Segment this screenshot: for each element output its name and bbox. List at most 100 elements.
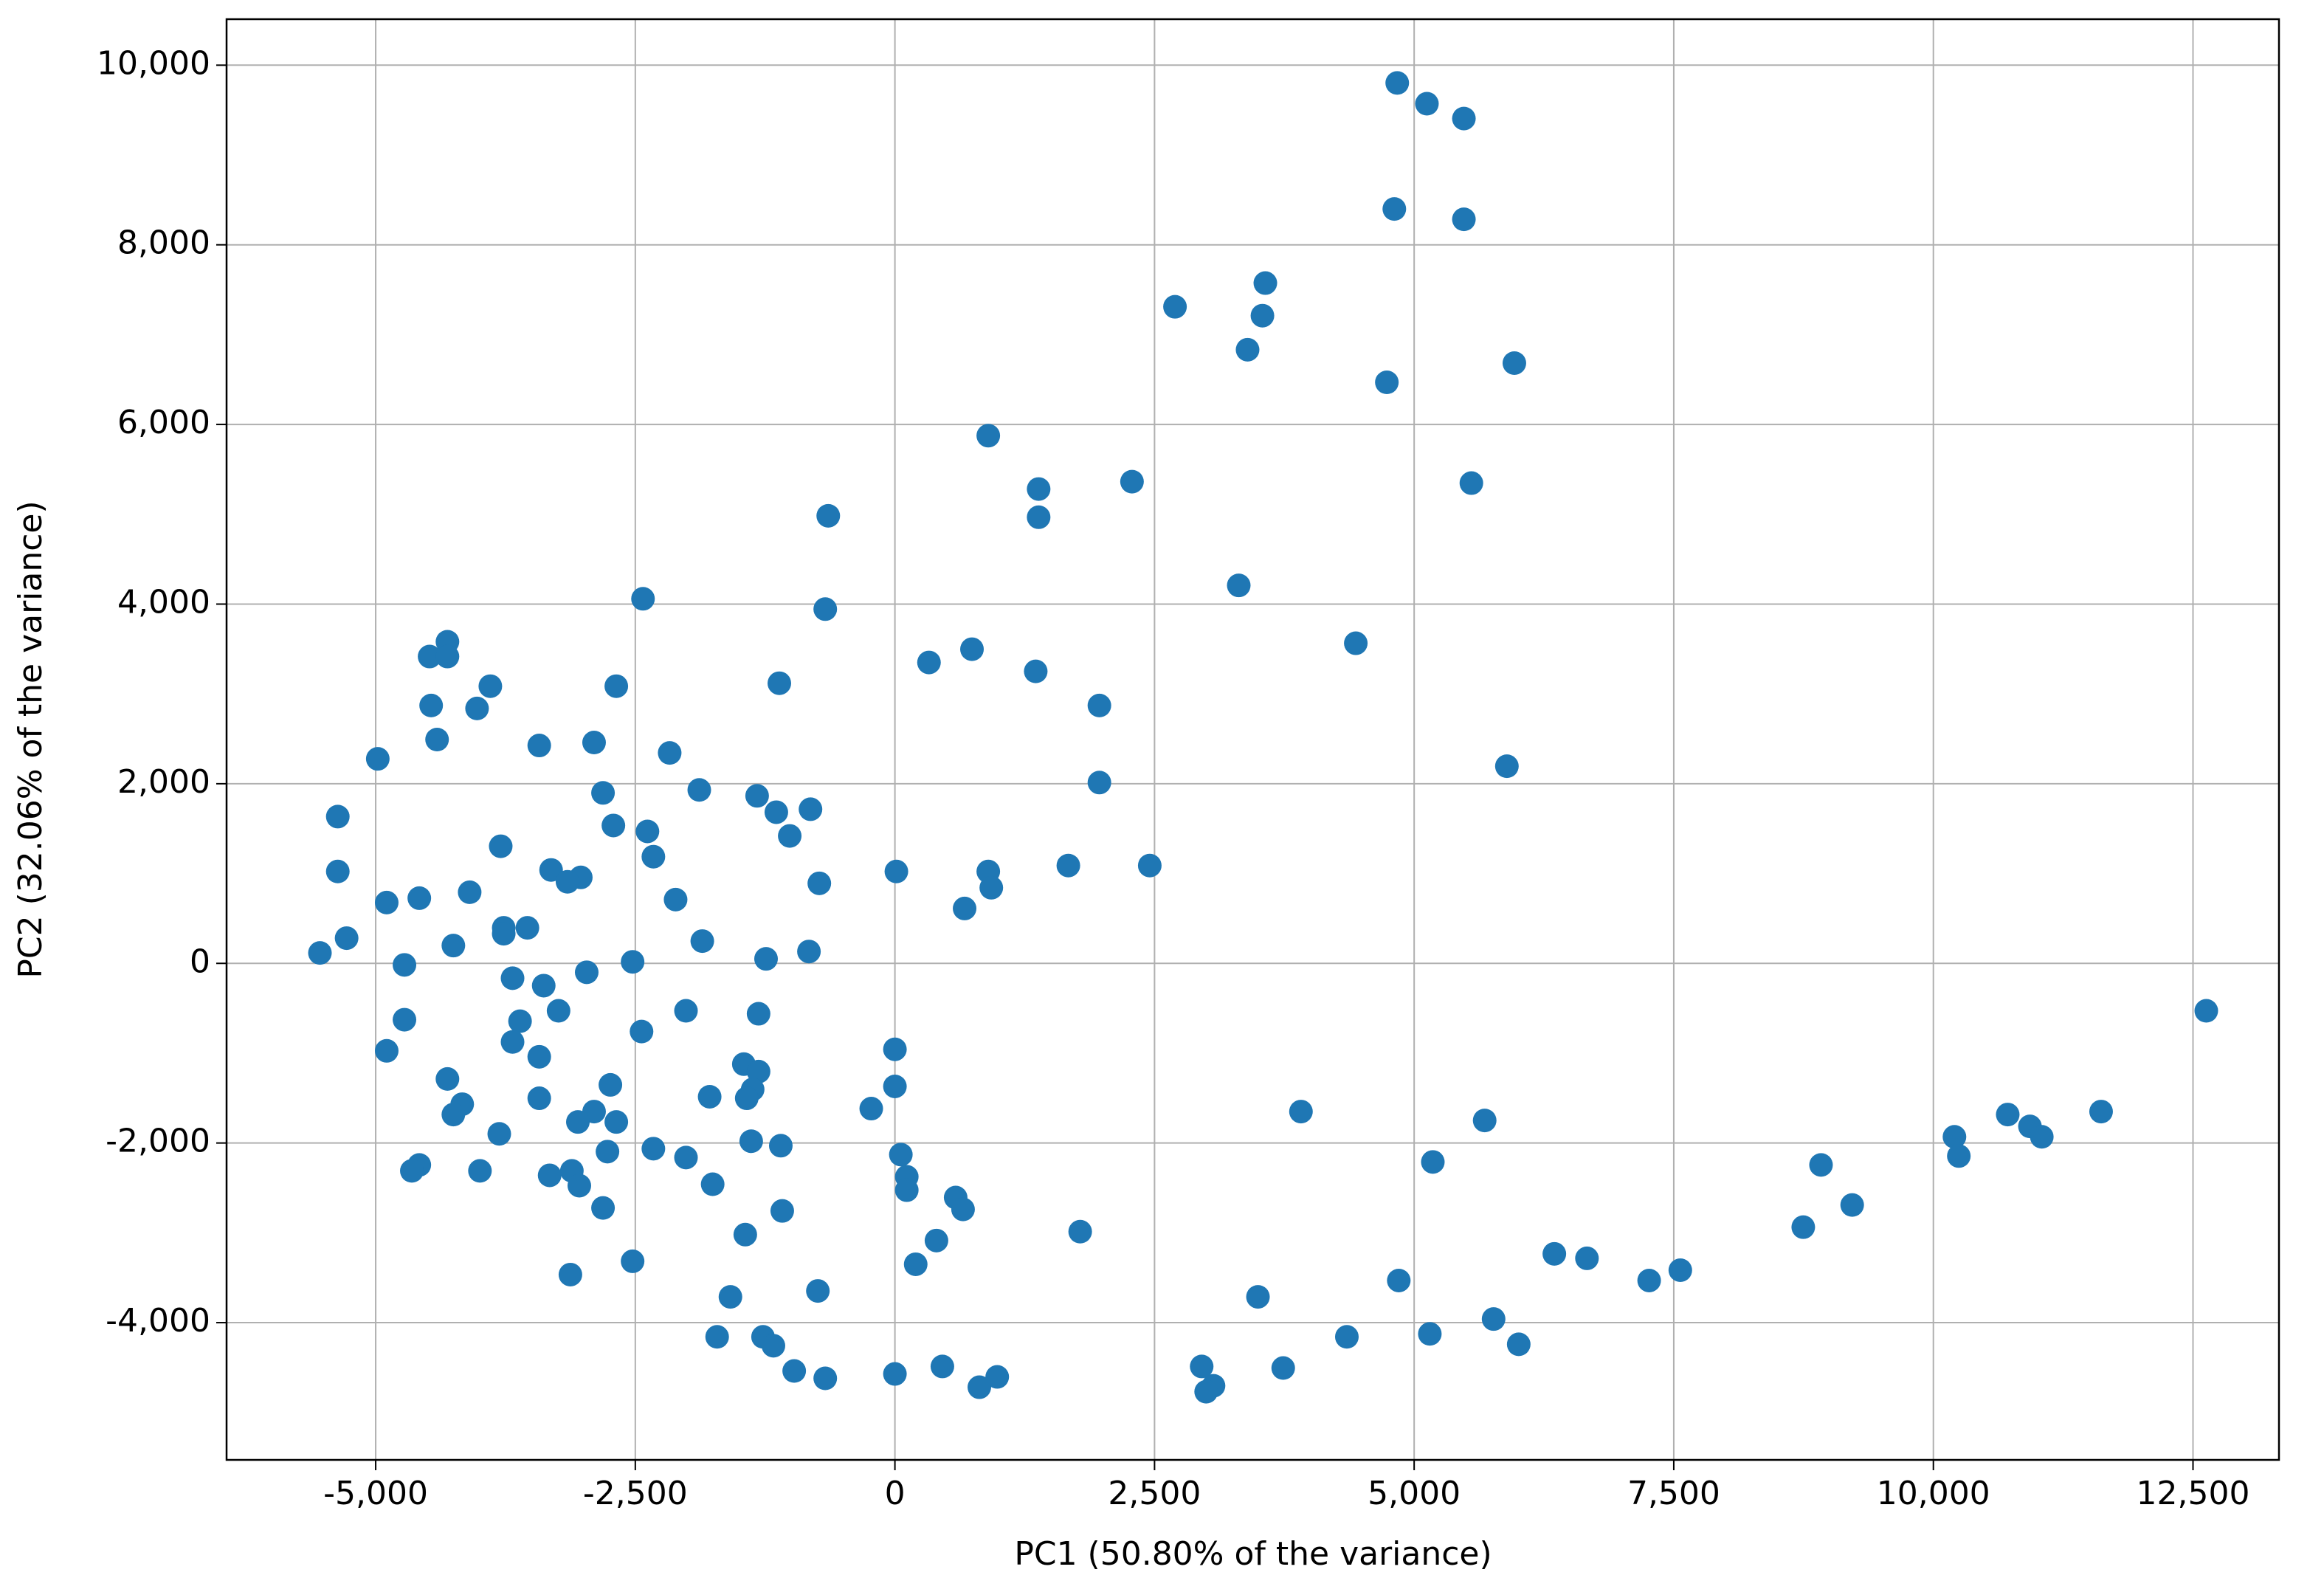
- point: [1253, 271, 1277, 295]
- point: [2194, 999, 2218, 1023]
- point: [441, 934, 466, 958]
- x-tick-label: -5,000: [323, 1475, 428, 1512]
- point: [1472, 1109, 1497, 1133]
- point: [768, 1134, 793, 1158]
- point: [658, 741, 682, 765]
- point: [764, 800, 788, 824]
- point: [1481, 1307, 1506, 1331]
- point: [924, 1228, 948, 1252]
- point: [674, 1145, 698, 1170]
- point: [558, 1262, 582, 1286]
- y-tick-label: -4,000: [106, 1302, 210, 1340]
- point: [953, 896, 977, 920]
- point: [400, 1159, 424, 1183]
- y-tick-label: 8,000: [117, 224, 210, 262]
- point: [768, 671, 792, 695]
- point: [1194, 1379, 1218, 1404]
- point: [591, 781, 616, 805]
- point: [1452, 106, 1476, 131]
- point: [697, 1084, 722, 1109]
- point: [492, 922, 516, 946]
- point: [917, 650, 941, 675]
- point: [1246, 1285, 1270, 1309]
- point: [1791, 1215, 1816, 1239]
- point: [1027, 505, 1051, 529]
- point: [778, 824, 802, 848]
- point: [1027, 477, 1051, 501]
- point: [527, 734, 551, 758]
- point: [690, 929, 714, 954]
- point: [325, 859, 350, 883]
- point: [1344, 631, 1368, 655]
- point: [527, 1086, 551, 1111]
- point: [930, 1354, 954, 1379]
- point: [859, 1097, 883, 1121]
- point: [515, 916, 539, 940]
- point: [894, 1178, 919, 1202]
- point: [1120, 469, 1144, 494]
- point: [1227, 573, 1251, 598]
- point: [308, 941, 332, 965]
- point: [770, 1199, 794, 1223]
- point: [374, 890, 399, 914]
- point: [968, 1375, 992, 1399]
- point: [508, 1009, 532, 1033]
- point: [418, 644, 442, 669]
- point: [621, 950, 645, 974]
- point: [705, 1325, 729, 1349]
- point: [596, 1140, 620, 1164]
- x-tick-label: 12,500: [2137, 1475, 2250, 1512]
- point: [799, 797, 823, 821]
- point: [1947, 1144, 1971, 1168]
- point: [889, 1143, 913, 1167]
- point: [1809, 1153, 1833, 1177]
- point: [374, 1038, 399, 1063]
- point: [635, 819, 660, 844]
- point: [754, 947, 778, 971]
- point: [806, 1279, 830, 1303]
- point: [393, 953, 417, 977]
- point: [393, 1007, 417, 1032]
- point: [976, 424, 1001, 448]
- point: [1387, 1268, 1411, 1292]
- point: [1452, 207, 1476, 232]
- point: [601, 813, 626, 838]
- y-tick-label: 6,000: [117, 404, 210, 441]
- point: [1575, 1246, 1599, 1270]
- y-tick-label: 10,000: [97, 44, 210, 82]
- y-tick-label: 4,000: [117, 583, 210, 621]
- point: [458, 880, 482, 904]
- point: [574, 960, 599, 985]
- point: [531, 974, 556, 998]
- point: [797, 940, 821, 964]
- point: [813, 1366, 838, 1391]
- point: [1382, 197, 1407, 221]
- point: [1289, 1100, 1313, 1124]
- y-tick-label: 2,000: [117, 763, 210, 801]
- point: [1942, 1125, 1967, 1149]
- point: [1190, 1354, 1214, 1379]
- x-tick-label: 0: [885, 1475, 906, 1512]
- point: [700, 1172, 725, 1196]
- point: [500, 1030, 525, 1054]
- point: [1996, 1103, 2020, 1127]
- point: [960, 637, 985, 661]
- point: [630, 1019, 654, 1044]
- point: [1668, 1258, 1692, 1282]
- point: [425, 728, 449, 751]
- point: [1334, 1325, 1359, 1349]
- x-tick-label: 2,500: [1108, 1475, 1201, 1512]
- point: [813, 597, 838, 621]
- point: [1637, 1268, 1661, 1292]
- point: [734, 1086, 759, 1111]
- point: [1235, 337, 1260, 362]
- point: [1459, 471, 1483, 495]
- point: [641, 1137, 666, 1161]
- point: [566, 1110, 590, 1134]
- point: [407, 886, 432, 910]
- point: [979, 875, 1004, 900]
- point: [884, 859, 908, 883]
- point: [1502, 351, 1526, 375]
- point: [441, 1103, 466, 1127]
